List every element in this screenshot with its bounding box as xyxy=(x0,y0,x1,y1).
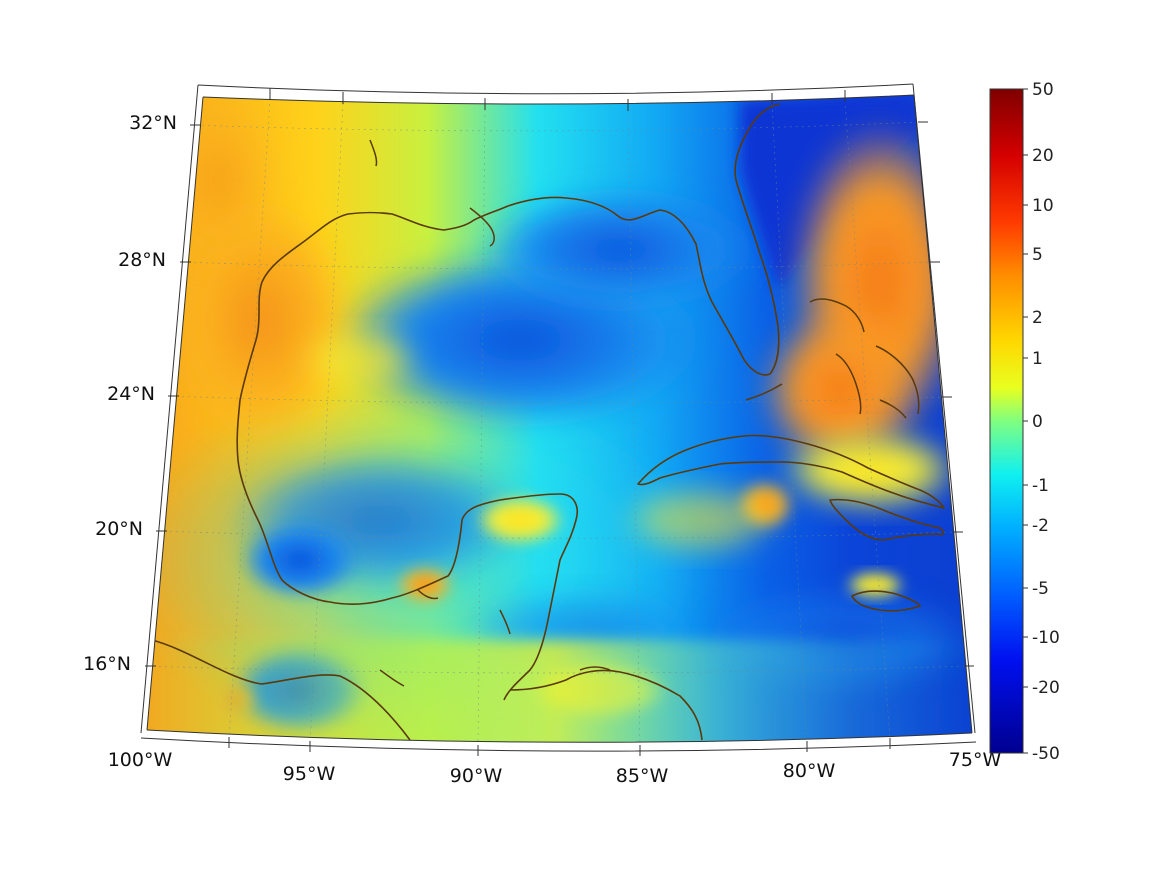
lat-label-20n: 20°N xyxy=(95,518,143,540)
lon-label-90w: 90°W xyxy=(450,765,503,787)
lon-label-100w: 100°W xyxy=(108,749,173,771)
colorbar-gradient xyxy=(989,88,1024,754)
lon-label-95w: 95°W xyxy=(283,763,336,785)
lon-label-80w: 80°W xyxy=(783,760,836,782)
colorbar-tick-label: 5 xyxy=(1032,245,1043,265)
colorbar-tick-label: -2 xyxy=(1032,516,1049,536)
lon-label-85w: 85°W xyxy=(616,765,669,787)
coastlines xyxy=(151,103,945,741)
colorbar-tick-label: -10 xyxy=(1032,628,1060,648)
colorbar-tick-label: 10 xyxy=(1032,196,1054,216)
longitude-labels: 100°W 95°W 90°W 85°W 80°W 75°W xyxy=(108,749,1002,787)
colorbar-tick-label: 1 xyxy=(1032,349,1043,369)
lat-label-32n: 32°N xyxy=(129,112,177,134)
map-frame xyxy=(140,83,977,756)
colorbar-tick-label: -1 xyxy=(1032,476,1049,496)
graticule xyxy=(147,97,967,743)
lat-label-28n: 28°N xyxy=(118,249,166,271)
latitude-labels: 32°N 28°N 24°N 20°N 16°N xyxy=(83,112,177,675)
lat-label-16n: 16°N xyxy=(83,653,131,675)
colorbar-tick-label: 2 xyxy=(1032,308,1043,328)
data-field xyxy=(147,95,972,743)
lat-label-24n: 24°N xyxy=(107,383,155,405)
islands xyxy=(369,139,920,687)
colorbar-tick-label: 20 xyxy=(1032,146,1054,166)
colorbar-tick-label: -20 xyxy=(1032,678,1060,698)
colorbar-tick-label: 50 xyxy=(1032,80,1054,100)
lon-label-75w: 75°W xyxy=(949,749,1002,771)
colorbar-tick-label: -50 xyxy=(1032,744,1060,764)
colorbar-tick-label: -5 xyxy=(1032,579,1049,599)
colorbar: 50 20 10 5 2 1 0 -1 -2 -5 -10 -20 -50 xyxy=(989,80,1060,764)
colorbar-tick-label: 0 xyxy=(1032,412,1043,432)
